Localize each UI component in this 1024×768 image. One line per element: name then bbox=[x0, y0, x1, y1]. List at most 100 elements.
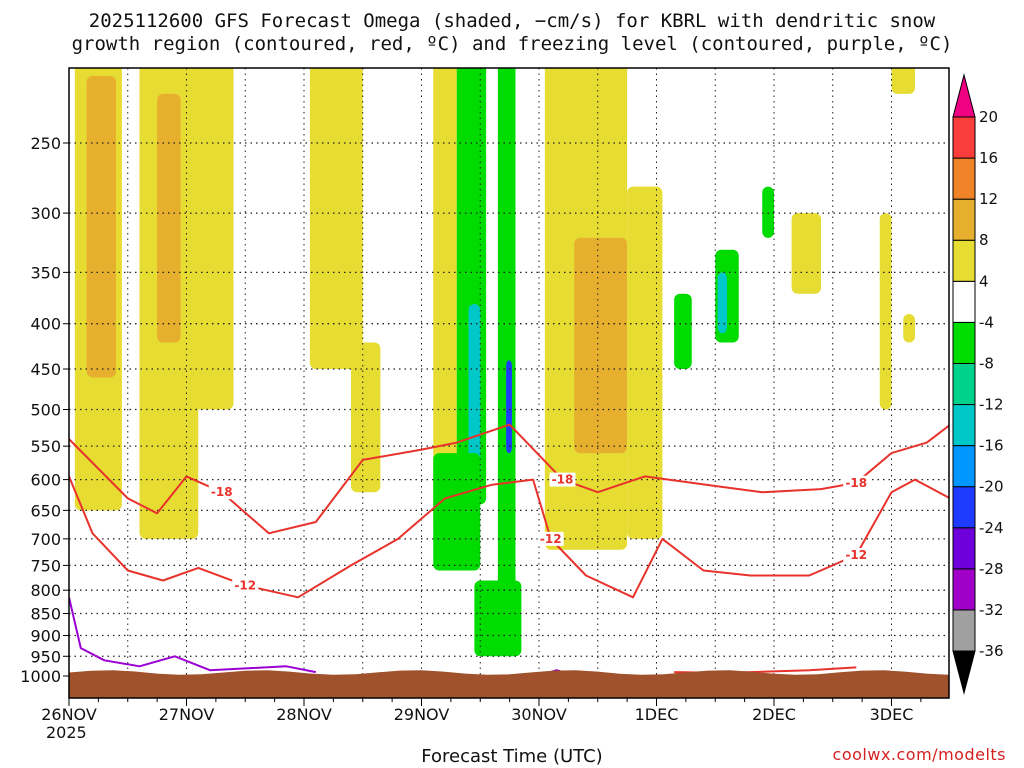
y-tick-label-600: 600 bbox=[30, 471, 61, 490]
omega-region-16 bbox=[627, 186, 663, 539]
y-tick-label-300: 300 bbox=[30, 204, 61, 223]
colorbar-label--28: -28 bbox=[979, 560, 1004, 578]
omega-region-10 bbox=[497, 68, 516, 653]
watermark[interactable]: coolwx.com/modelts bbox=[832, 745, 1006, 764]
grid-lines bbox=[69, 68, 949, 698]
y-tick-label-500: 500 bbox=[30, 401, 61, 420]
contour-label-1-2: -12 bbox=[845, 548, 867, 562]
contour-line-1 bbox=[69, 476, 949, 599]
omega-region-6 bbox=[351, 342, 381, 493]
y-tick-label-800: 800 bbox=[30, 581, 61, 600]
x-tick-label-3DEC: 3DEC bbox=[870, 705, 914, 724]
y-tick-label-400: 400 bbox=[30, 315, 61, 334]
y-tick-label-550: 550 bbox=[30, 437, 61, 456]
omega-region-3 bbox=[157, 93, 181, 343]
contour-label-0-0: -18 bbox=[211, 485, 233, 499]
colorbar-bin-1 bbox=[952, 568, 976, 611]
x-tick-label-27NOV: 27NOV bbox=[159, 705, 215, 724]
omega-shading bbox=[74, 68, 915, 657]
x-tick-label-26NOV: 26NOV bbox=[41, 705, 97, 724]
chart-title-line-2: growth region (contoured, red, ºC) and f… bbox=[71, 33, 953, 55]
colorbar-bin-12 bbox=[952, 116, 976, 159]
x-axis-label: Forecast Time (UTC) bbox=[421, 746, 603, 767]
x-tick-label-2DEC: 2DEC bbox=[752, 705, 796, 724]
x-tick-label-1DEC: 1DEC bbox=[635, 705, 679, 724]
colorbar-label-20: 20 bbox=[979, 108, 998, 126]
colorbar-bin-9 bbox=[952, 239, 976, 282]
colorbar-bin-4 bbox=[952, 445, 976, 488]
y-tick-label-900: 900 bbox=[30, 626, 61, 645]
ground-surface bbox=[69, 670, 949, 698]
contour-line-3 bbox=[69, 597, 316, 674]
omega-region-12 bbox=[433, 453, 481, 571]
y-tick-label-850: 850 bbox=[30, 605, 61, 624]
y-tick-label-750: 750 bbox=[30, 556, 61, 575]
contour-label-0-1: -18 bbox=[552, 473, 574, 487]
contour-label-bg bbox=[537, 531, 564, 546]
y-tick-label-950: 950 bbox=[30, 647, 61, 666]
colorbar-label--32: -32 bbox=[979, 601, 1004, 619]
y-tick-label-650: 650 bbox=[30, 501, 61, 520]
colorbar-bin-10 bbox=[952, 198, 976, 241]
colorbar-min-arrow bbox=[952, 650, 976, 695]
y-tick-label-1000: 1000 bbox=[20, 667, 61, 686]
colorbar-label--36: -36 bbox=[979, 642, 1004, 660]
plot-frame bbox=[68, 67, 950, 699]
colorbar-label--4: -4 bbox=[979, 313, 994, 331]
colorbar-bin-0 bbox=[952, 609, 976, 652]
x-tick-label-30NOV: 30NOV bbox=[511, 705, 567, 724]
omega-region-20 bbox=[762, 186, 774, 238]
colorbar-label--20: -20 bbox=[979, 478, 1004, 496]
omega-region-22 bbox=[879, 213, 892, 410]
contour-lines: -18 -18 -18 -12 -12 -12 bbox=[69, 423, 949, 676]
omega-region-17 bbox=[674, 293, 692, 369]
colorbar-bin-2 bbox=[952, 527, 976, 570]
contour-label-bg bbox=[208, 485, 235, 500]
omega-region-15 bbox=[574, 237, 628, 454]
y-tick-label-450: 450 bbox=[30, 360, 61, 379]
colorbar-label--8: -8 bbox=[979, 354, 994, 372]
omega-region-7 bbox=[433, 68, 457, 528]
colorbar-label--16: -16 bbox=[979, 437, 1004, 455]
contour-label-1-1: -12 bbox=[540, 532, 562, 546]
colorbar-max-arrow bbox=[952, 73, 976, 118]
colorbar-label--24: -24 bbox=[979, 519, 1004, 537]
x-tick-label-29NOV: 29NOV bbox=[394, 705, 450, 724]
omega-region-21 bbox=[791, 213, 821, 294]
y-tick-label-350: 350 bbox=[30, 263, 61, 282]
x-tick-year-label: 2025 bbox=[46, 723, 87, 742]
colorbar-label-4: 4 bbox=[979, 272, 989, 290]
colorbar-label-16: 16 bbox=[979, 149, 998, 167]
colorbar-label--12: -12 bbox=[979, 396, 1004, 414]
omega-region-13 bbox=[474, 580, 522, 657]
omega-region-19 bbox=[717, 272, 727, 334]
x-tick-label-28NOV: 28NOV bbox=[276, 705, 332, 724]
colorbar: -36 -32 -28 -24 -20 -16 -12 -8 -4 4 8 12 16 20 bbox=[952, 73, 1004, 695]
contour-label-1-0: -12 bbox=[234, 578, 256, 592]
omega-region-4 bbox=[192, 68, 234, 410]
chart-title-line-1: 2025112600 GFS Forecast Omega (shaded, −… bbox=[88, 10, 936, 32]
omega-region-24 bbox=[891, 68, 915, 94]
contour-label-bg bbox=[843, 475, 870, 490]
colorbar-label-8: 8 bbox=[979, 231, 989, 249]
omega-region-1 bbox=[86, 75, 116, 378]
omega-region-11 bbox=[506, 360, 512, 454]
contour-label-0-2: -18 bbox=[845, 476, 867, 490]
contour-label-bg bbox=[549, 472, 576, 487]
y-axis: 250 300 350 400 450 500 550 600 650 700 750 800 850 9… bbox=[20, 134, 69, 686]
colorbar-bin-3 bbox=[952, 486, 976, 529]
colorbar-bin-7 bbox=[952, 321, 976, 364]
omega-region-23 bbox=[903, 313, 915, 343]
contour-label-bg bbox=[843, 548, 870, 563]
colorbar-bin-11 bbox=[952, 157, 976, 200]
colorbar-label-12: 12 bbox=[979, 190, 998, 208]
contour-label-bg bbox=[232, 578, 259, 593]
colorbar-bin-6 bbox=[952, 362, 976, 406]
colorbar-bin-5 bbox=[952, 404, 976, 447]
y-tick-label-250: 250 bbox=[30, 134, 61, 153]
y-tick-label-700: 700 bbox=[30, 530, 61, 549]
colorbar-bin-8 bbox=[952, 280, 976, 323]
surface-terrain bbox=[69, 670, 949, 698]
